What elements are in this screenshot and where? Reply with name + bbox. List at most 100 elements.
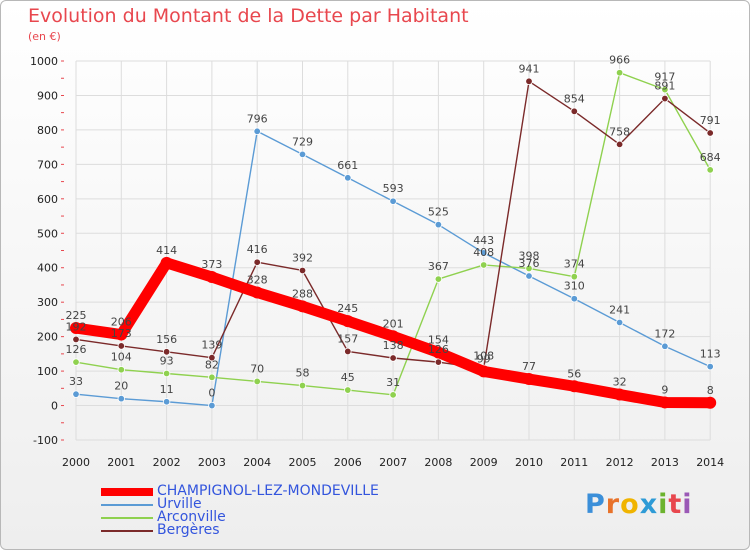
x-tick-label: 2011 [560, 456, 588, 469]
data-label: 8 [707, 384, 714, 397]
data-point [615, 318, 624, 327]
data-point [344, 174, 352, 182]
data-label: 33 [69, 375, 83, 388]
x-tick-label: 2003 [198, 456, 226, 469]
data-point [525, 77, 533, 86]
data-label: 917 [654, 71, 675, 84]
data-point [117, 342, 125, 350]
data-point [570, 272, 578, 281]
data-point [432, 346, 445, 359]
data-label: 11 [160, 383, 174, 396]
x-tick-label: 2004 [243, 456, 271, 469]
data-label: 310 [564, 280, 585, 293]
data-point [525, 272, 533, 280]
data-label: 367 [428, 260, 449, 273]
data-label: 154 [428, 333, 449, 346]
data-label: 729 [292, 135, 313, 148]
data-point [706, 129, 714, 137]
legend-swatch [101, 517, 153, 519]
data-label: 376 [519, 257, 540, 270]
data-label: 156 [156, 333, 177, 346]
data-label: 593 [383, 182, 404, 195]
data-point [208, 401, 216, 410]
y-tick-label: 800 [37, 124, 58, 137]
data-point [72, 335, 80, 344]
chart-title: Evolution du Montant de la Dette par Hab… [28, 5, 469, 27]
x-tick-label: 2013 [651, 456, 679, 469]
data-point [658, 396, 671, 409]
data-point [70, 322, 82, 335]
data-label: 139 [201, 339, 222, 352]
data-point [208, 373, 216, 381]
logo-letter: i [658, 489, 669, 520]
data-point [615, 69, 624, 77]
axis-layer: -100010020030040050060070080090010002000… [30, 55, 724, 469]
y-tick-label: 200 [37, 331, 58, 344]
data-label: 201 [383, 317, 404, 330]
data-point [160, 256, 173, 269]
data-point [344, 347, 352, 356]
x-tick-label: 2007 [379, 456, 407, 469]
data-point [162, 348, 171, 356]
y-tick-label: 600 [37, 193, 58, 206]
y-tick-label: 500 [37, 227, 58, 240]
data-label: 45 [341, 371, 355, 384]
data-point [253, 127, 261, 135]
data-point [298, 266, 307, 275]
y-tick-label: 100 [37, 365, 58, 378]
data-label: 126 [66, 343, 87, 356]
y-tick-label: 900 [37, 89, 58, 102]
data-point [341, 315, 354, 328]
y-tick-label: 300 [37, 296, 58, 309]
data-point [615, 140, 624, 149]
data-label: 854 [564, 92, 585, 105]
data-label: 173 [111, 327, 132, 340]
data-label-layer: 33 20 11 0 796 729 661 593 525 443 376 310 241 172 113… [66, 54, 721, 400]
y-tick-label: 0 [51, 400, 58, 413]
x-tick-label: 2010 [515, 456, 543, 469]
data-label: 525 [428, 206, 449, 219]
data-label: 374 [564, 258, 585, 271]
data-label: 684 [700, 151, 721, 164]
data-label: 99 [477, 352, 491, 365]
data-label: 408 [473, 246, 494, 259]
data-point [117, 394, 125, 403]
x-tick-label: 2008 [424, 456, 452, 469]
data-label: 82 [205, 358, 219, 371]
data-point [434, 220, 443, 229]
data-point [298, 150, 307, 159]
data-point [389, 391, 397, 399]
logo-letter: o [620, 489, 640, 520]
data-label: 32 [613, 376, 627, 389]
data-point [296, 300, 309, 313]
data-point [525, 264, 533, 273]
logo-letter: x [639, 489, 659, 520]
y-tick-label: 1000 [30, 55, 58, 68]
data-point [117, 366, 125, 374]
data-label: 891 [654, 80, 675, 93]
data-point [661, 342, 669, 350]
data-label: 58 [296, 367, 310, 380]
data-label: 288 [292, 287, 313, 300]
legend-swatch [101, 504, 153, 506]
proxiti-logo: Proxiti [585, 489, 693, 520]
data-point [706, 166, 714, 174]
data-point [162, 369, 171, 378]
data-point [480, 249, 488, 257]
data-point [568, 380, 581, 393]
data-point [387, 330, 400, 343]
data-label: 758 [609, 125, 630, 138]
logo-letter: r [605, 489, 621, 520]
data-point [613, 388, 626, 401]
legend-swatch [101, 488, 153, 496]
x-tick-label: 2006 [334, 456, 362, 469]
logo-letter: P [585, 489, 606, 520]
legend-label: Arconville [157, 509, 226, 525]
data-label: 245 [337, 302, 358, 315]
data-label: 138 [383, 339, 404, 352]
series-layer [70, 69, 717, 410]
legend-label: Urville [157, 496, 202, 512]
x-tick-label: 2005 [289, 456, 317, 469]
data-point [115, 328, 128, 341]
